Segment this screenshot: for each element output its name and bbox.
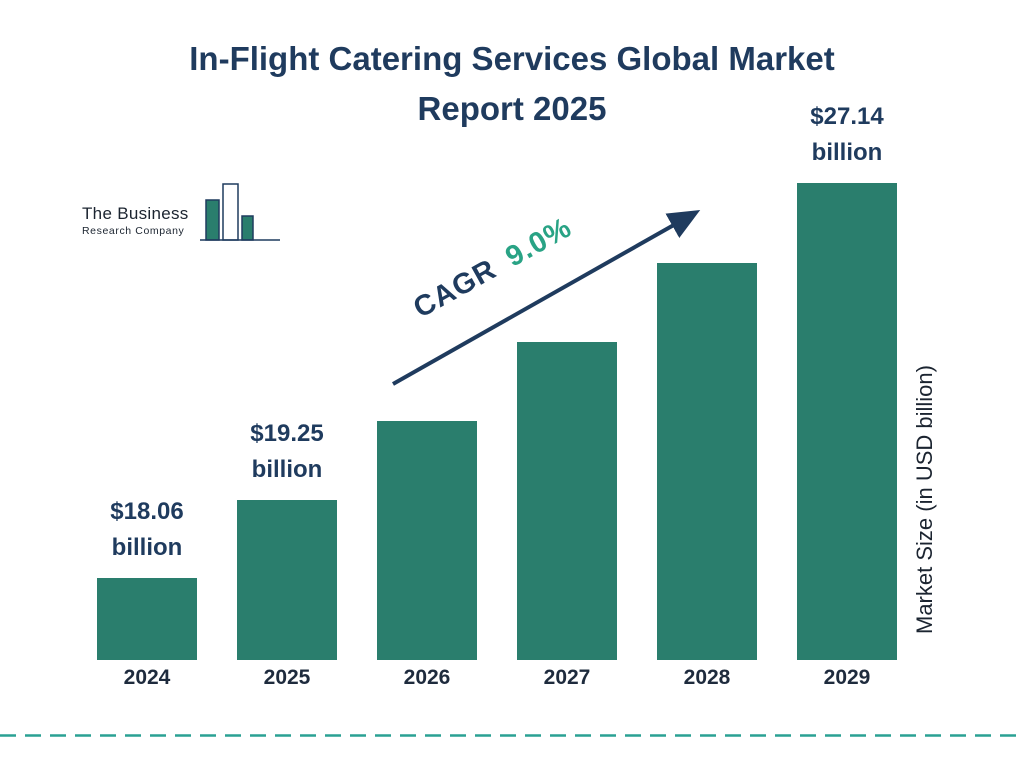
bar-2027 [517,342,617,660]
bar-2029 [797,183,897,660]
bar-2026 [377,421,477,660]
page-title-line-2: Report 2025 [417,89,607,127]
bar-2024 [97,578,197,660]
x-axis-label-2026: 2026 [403,666,451,689]
bar-slot-2026 [357,421,497,660]
bar-slot-2029: $27.14 billion [777,99,917,660]
bar-value-label-2029: $27.14 billion [810,103,884,166]
x-axis-label-2027: 2027 [543,666,591,689]
company-logo-text: The Business Research Company [82,204,189,237]
y-axis-label: Market Size (in USD billion) [912,365,937,635]
x-axis-label-2024: 2024 [123,666,171,689]
page-title-line-1: In-Flight Catering Services Global Marke… [189,40,835,77]
dashed-divider [0,734,1024,737]
bar-value-label-2025: $19.25 billion [250,420,324,483]
bar-slot-2028 [637,263,777,660]
bar-slot-2025: $19.25 billion [217,416,357,660]
bar-slot-2024: $18.06 billion [77,494,217,660]
bar-chart-logo-icon [200,183,280,241]
page-title: In-Flight Catering Services Global Marke… [0,34,1024,133]
bar-value-label-2024: $18.06 billion [110,498,184,561]
company-logo-line-2: Research Company [82,225,185,237]
x-axis-label-2025: 2025 [263,666,311,689]
company-logo: The Business Research Company [80,182,290,246]
bar-2028 [657,263,757,660]
bar-slot-2027 [497,342,637,660]
x-axis-label-2029: 2029 [823,666,871,689]
company-logo-line-1: The Business [82,204,189,223]
bar-2025 [237,500,337,660]
x-axis-label-2028: 2028 [683,666,731,689]
